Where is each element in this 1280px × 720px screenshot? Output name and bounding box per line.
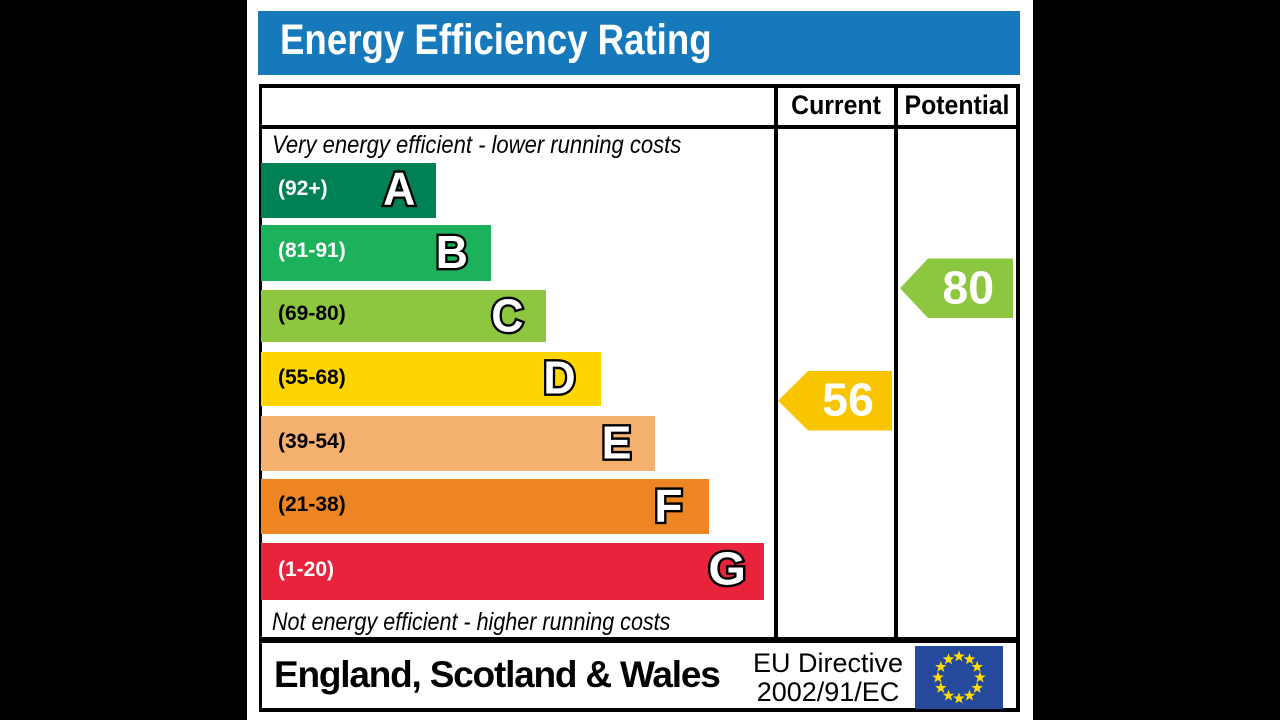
svg-text:G: G	[708, 543, 746, 595]
svg-text:B: B	[436, 226, 468, 278]
svg-text:F: F	[654, 480, 682, 532]
svg-text:D: D	[543, 352, 575, 404]
svg-text:E: E	[602, 417, 632, 469]
svg-text:80: 80	[942, 262, 994, 314]
svg-text:56: 56	[822, 374, 874, 426]
svg-text:C: C	[491, 290, 523, 342]
svg-text:A: A	[383, 163, 415, 215]
